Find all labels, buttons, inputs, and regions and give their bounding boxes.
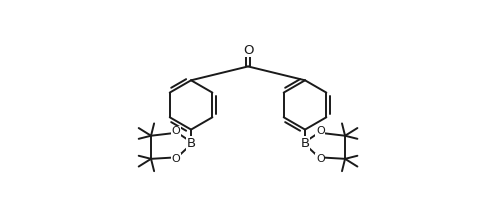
Text: O: O [171, 126, 180, 136]
Text: O: O [316, 126, 325, 136]
Text: B: B [301, 137, 310, 150]
Text: O: O [171, 154, 180, 164]
Text: O: O [243, 44, 253, 57]
Text: O: O [316, 154, 325, 164]
Text: B: B [186, 137, 196, 150]
